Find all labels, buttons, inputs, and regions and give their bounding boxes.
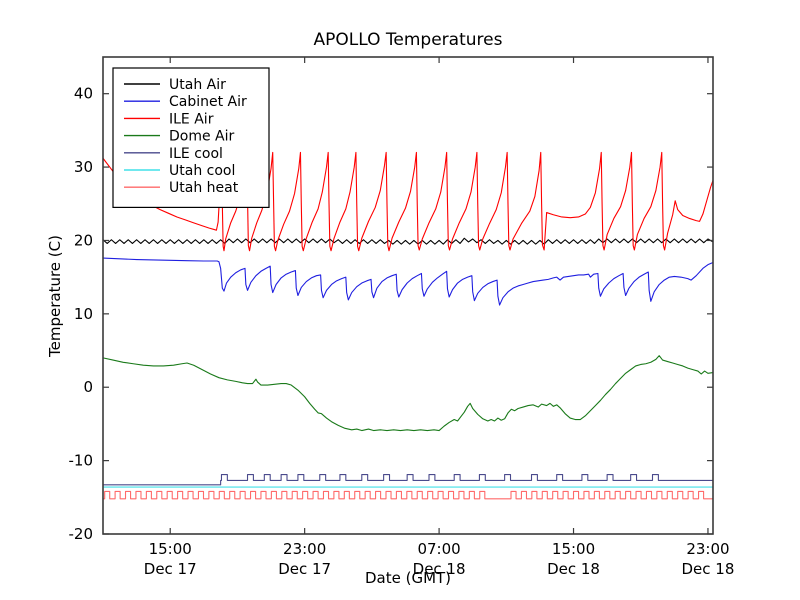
- y-axis-label: Temperature (C): [46, 235, 64, 358]
- legend-label-utah-air: Utah Air: [169, 77, 226, 93]
- legend-label-ile-cool: ILE cool: [169, 146, 223, 162]
- y-tick-label: 40: [74, 85, 93, 103]
- series-line-dome-air: [102, 355, 714, 432]
- legend-label-dome-air: Dome Air: [169, 129, 235, 145]
- legend-label-cabinet-air: Cabinet Air: [169, 94, 247, 110]
- plot-frame: [102, 56, 714, 535]
- y-tick-label: 30: [74, 158, 93, 176]
- y-tick-label: -10: [69, 452, 94, 470]
- x-tick-date-label: Dec 18: [413, 560, 466, 578]
- x-axis-ticks: 15:00 Dec 17 23:00 Dec 17 07:00 Dec 18 15:00 De…: [144, 57, 735, 578]
- series-line-utah-heat: [103, 490, 713, 500]
- series-line-cabinet-air: [102, 257, 714, 306]
- series-line-utah-air: [102, 237, 714, 245]
- x-tick-date-label: Dec 17: [278, 560, 331, 578]
- x-tick-time-label: 07:00: [417, 540, 460, 558]
- y-tick-label: 20: [74, 231, 93, 249]
- x-tick-time-label: 15:00: [552, 540, 595, 558]
- x-tick-time-label: 23:00: [686, 540, 729, 558]
- x-tick-date-label: Dec 18: [547, 560, 600, 578]
- y-tick-label: -20: [69, 525, 94, 543]
- x-tick-date-label: Dec 17: [144, 560, 197, 578]
- legend-label-ile-air: ILE Air: [169, 111, 214, 127]
- legend-label-utah-heat: Utah heat: [169, 180, 239, 196]
- y-axis-ticks: -20 -10 0 10 20 30 40: [69, 85, 713, 543]
- x-tick-time-label: 23:00: [283, 540, 326, 558]
- y-tick-label: 0: [83, 378, 93, 396]
- series-line-ile-cool: [103, 474, 713, 486]
- page-title: APOLLO Temperatures: [314, 30, 503, 50]
- x-axis-label: Date (GMT): [365, 569, 451, 587]
- x-tick-time-label: 15:00: [149, 540, 192, 558]
- y-tick-label: 10: [74, 305, 93, 323]
- x-tick-date-label: Dec 18: [682, 560, 735, 578]
- legend-label-utah-cool: Utah cool: [169, 163, 235, 179]
